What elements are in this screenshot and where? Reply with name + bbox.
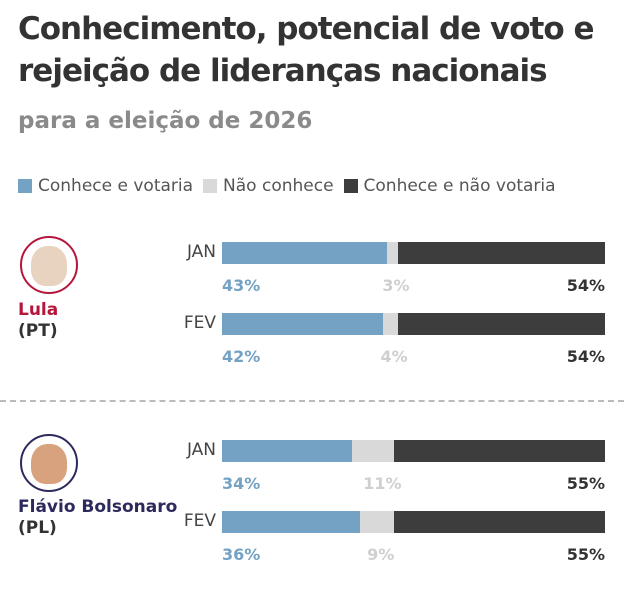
legend-label: Conhece e não votaria [363,176,556,196]
bar-segment [382,313,399,335]
legend-label: Não conhece [223,176,334,196]
legend: Conhece e votaria Não conhece Conhece e … [18,176,556,196]
legend-swatch [203,179,218,193]
stacked-bar [222,511,605,533]
bar-segment [398,313,605,335]
data-label: 11% [363,474,402,493]
month-label: JAN [186,242,216,262]
bar-segment [394,440,605,462]
legend-item: Conhece e não votaria [343,176,556,196]
legend-item: Conhece e votaria [18,176,193,196]
legend-item: Não conhece [203,176,334,196]
group-divider [0,400,624,402]
data-label: 55% [566,474,605,493]
portrait-photo [31,444,67,484]
candidate-name: Lula [18,300,59,320]
data-label: 54% [566,276,605,295]
month-label: JAN [186,440,216,460]
bar-segment [359,511,395,533]
legend-swatch [343,179,358,193]
month-label: FEV [183,313,216,333]
data-label: 55% [566,545,605,564]
bar-segment [222,313,383,335]
data-label: 42% [222,347,261,366]
candidate-party: (PL) [18,518,57,538]
avatar [20,434,78,492]
stacked-bar [222,440,605,462]
month-label: FEV [183,511,216,531]
candidate-party: (PT) [18,321,58,341]
data-label: 36% [222,545,261,564]
data-label: 4% [380,347,408,366]
bar-segment [386,242,399,264]
data-label: 34% [222,474,261,493]
bar-segment [394,511,605,533]
bar-segment [222,440,353,462]
legend-label: Conhece e votaria [38,176,194,196]
bar-segment [222,242,387,264]
avatar [20,236,78,294]
data-label: 43% [222,276,261,295]
stacked-bar [222,313,605,335]
chart-title: Conhecimento, potencial de voto e rejeiç… [18,11,594,89]
candidate-name: Flávio Bolsonaro [18,497,178,517]
bar-segment [398,242,605,264]
bar-segment [222,511,360,533]
portrait-photo [31,246,67,286]
data-label: 54% [566,347,605,366]
data-label: 3% [382,276,410,295]
bar-segment [352,440,395,462]
stacked-bar [222,242,605,264]
legend-swatch [18,179,32,193]
chart-subtitle: para a eleição de 2026 [18,108,313,134]
data-label: 9% [367,545,395,564]
